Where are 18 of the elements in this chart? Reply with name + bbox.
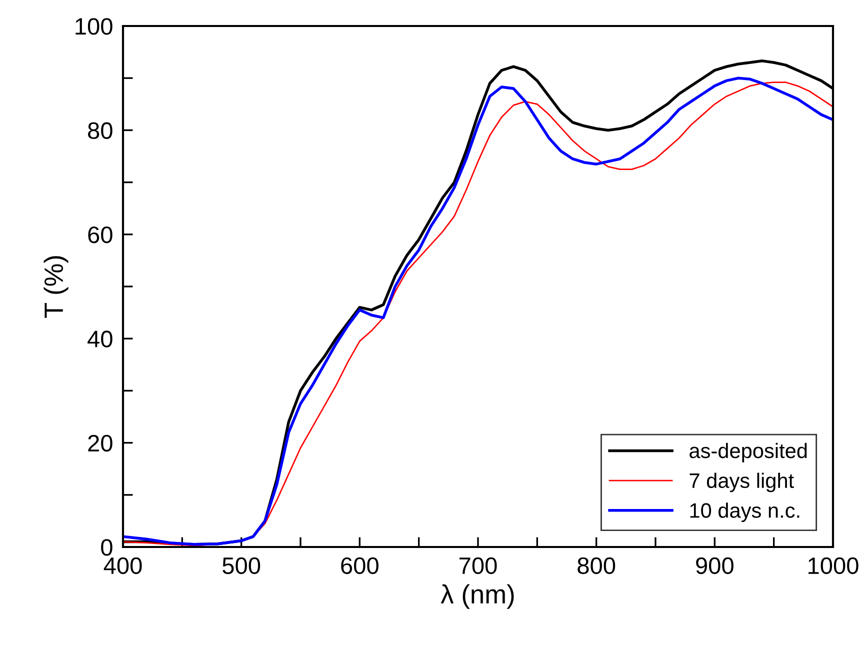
- y-tick-label: 20: [88, 434, 112, 452]
- y-tick-label: 40: [88, 330, 112, 348]
- x-tick-label: 1000: [808, 557, 858, 574]
- x-tick-label: 800: [578, 557, 616, 574]
- y-tick-label: 0: [101, 539, 112, 556]
- x-tick-label: 900: [696, 557, 734, 574]
- y-tick-label: 60: [88, 226, 112, 244]
- x-axis-title: λ (nm): [440, 584, 514, 609]
- x-tick-label: 600: [341, 557, 378, 574]
- y-tick-label: 100: [76, 18, 112, 35]
- legend-label: 10 days n.c.: [690, 502, 800, 522]
- x-tick-label: 500: [222, 557, 260, 574]
- x-tick-label: 700: [460, 557, 497, 574]
- legend-label: 7 days light: [690, 472, 794, 492]
- legend-label: as-deposited: [690, 442, 807, 462]
- x-tick-label: 400: [104, 557, 142, 574]
- y-axis-title: T (%): [44, 256, 68, 318]
- y-tick-label: 80: [88, 122, 112, 139]
